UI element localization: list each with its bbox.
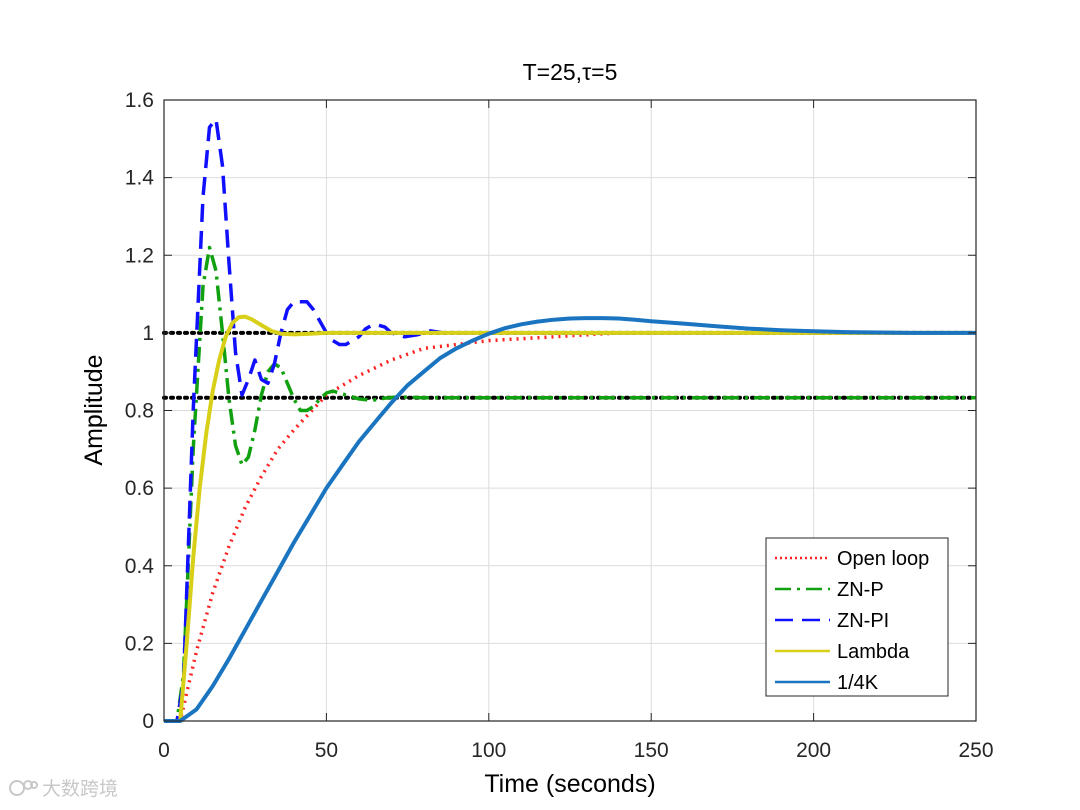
legend-box <box>765 537 949 697</box>
y-axis-label: Amplitude <box>80 354 108 465</box>
legend: Open loop ZN-P ZN-PI Lambda 1/4K <box>765 537 949 697</box>
y-tick-label: 1.6 <box>125 89 154 112</box>
y-tick-label: 0 <box>142 710 154 733</box>
y-tick-label: 0.2 <box>125 632 154 655</box>
y-tick-label: 0.8 <box>125 400 154 423</box>
legend-label: Open loop <box>837 548 929 570</box>
chart-title: T=25,τ=5 <box>523 59 618 85</box>
legend-label: 1/4K <box>837 672 879 694</box>
watermark-text: 大数跨境 <box>42 778 119 800</box>
x-tick-label: 150 <box>634 739 669 762</box>
y-tick-label: 0.6 <box>125 477 154 500</box>
y-tick-label: 1 <box>142 322 154 345</box>
reference-lines <box>162 330 978 400</box>
x-tick-label: 200 <box>796 739 831 762</box>
legend-label: Lambda <box>837 641 910 663</box>
x-tick-label: 100 <box>471 739 506 762</box>
y-tick-label: 1.2 <box>125 244 154 267</box>
y-tick-label: 1.4 <box>125 167 155 190</box>
x-tick-label: 0 <box>158 739 170 762</box>
y-axis-ticks: 0 0.2 0.4 0.6 0.8 1 1.2 1.4 1.6 <box>125 89 976 733</box>
x-axis-ticks: 0 50 100 150 200 250 <box>158 100 994 762</box>
watermark-logo-icon <box>9 779 38 796</box>
series-lines <box>164 117 976 723</box>
series-line-zn-p <box>164 245 976 723</box>
legend-label: ZN-PI <box>837 610 889 632</box>
x-tick-label: 50 <box>315 739 338 762</box>
legend-label: ZN-P <box>837 579 884 601</box>
x-tick-label: 250 <box>958 739 993 762</box>
watermark: 大数跨境 <box>8 774 118 801</box>
y-tick-label: 0.4 <box>125 555 155 578</box>
series-line-1-4k <box>164 316 976 723</box>
x-axis-label: Time (seconds) <box>484 770 655 798</box>
series-line-lambda <box>164 314 976 723</box>
